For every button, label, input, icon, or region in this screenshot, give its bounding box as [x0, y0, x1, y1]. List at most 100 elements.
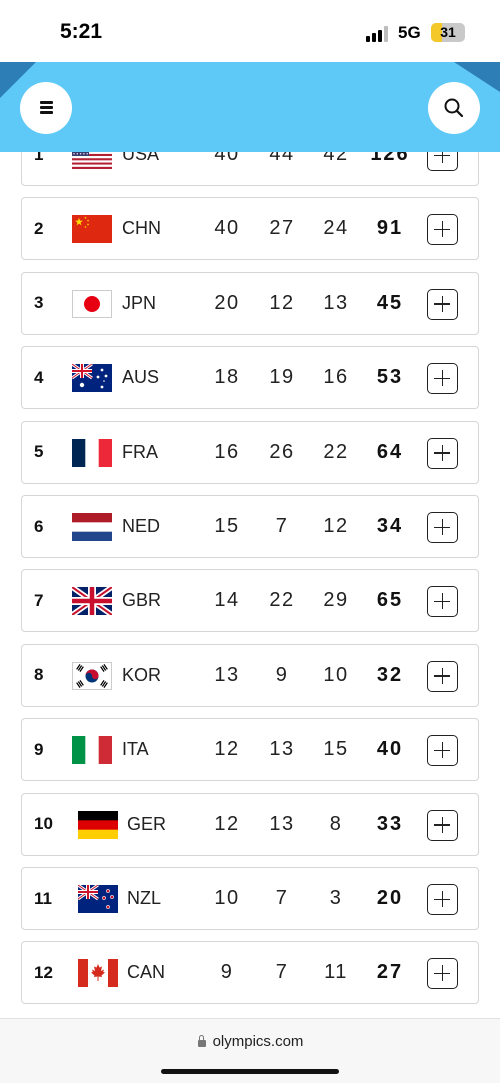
canada-flag-icon: [78, 959, 118, 988]
total-count: 53: [376, 366, 404, 389]
expand-row-button[interactable]: [427, 735, 458, 767]
expand-row-button[interactable]: [427, 586, 458, 618]
total-count: 40: [376, 738, 404, 761]
gold-count: 12: [214, 738, 240, 761]
bronze-count: 12: [323, 515, 349, 537]
table-row: 4 AUS 18 19 16 53: [21, 346, 479, 410]
table-row: 7 GBR 14 22 29 65: [21, 569, 479, 633]
bronze-count: 13: [323, 291, 349, 314]
italy-flag-icon: [72, 736, 112, 765]
network-type: 5G: [398, 23, 421, 42]
country-code: USA: [122, 152, 160, 164]
gold-count: 14: [214, 589, 240, 612]
france-flag-icon: [72, 438, 112, 467]
country-code: JPN: [122, 292, 157, 313]
bronze-count: 3: [329, 887, 343, 909]
battery-icon: 31: [431, 23, 465, 42]
rank-number: 4: [34, 367, 44, 387]
lock-icon: [197, 1035, 207, 1047]
expand-row-button[interactable]: [427, 214, 458, 246]
silver-count: 44: [269, 152, 295, 165]
country-code: NZL: [127, 888, 162, 908]
silver-count: 19: [269, 366, 295, 389]
great-britain-flag-icon: [72, 587, 112, 616]
expand-row-button[interactable]: [427, 288, 458, 320]
bronze-count: 22: [323, 440, 349, 463]
cellular-signal-icon: [366, 26, 390, 42]
status-bar: 5:21 5G 31: [0, 0, 500, 62]
silver-count: 13: [269, 738, 295, 761]
site-header: [0, 62, 500, 152]
search-icon: [444, 98, 464, 118]
gold-count: 10: [214, 887, 240, 909]
silver-count: 7: [275, 887, 289, 909]
bronze-count: 42: [323, 152, 349, 165]
rank-number: 9: [34, 739, 44, 759]
country-code: CHN: [122, 218, 161, 239]
total-count: 33: [376, 812, 404, 835]
netherlands-flag-icon: [72, 513, 112, 541]
silver-count: 13: [269, 812, 295, 835]
total-count: 91: [376, 217, 404, 240]
rank-number: 11: [34, 888, 52, 908]
japan-flag-icon: [72, 289, 112, 318]
gold-count: 16: [214, 440, 240, 463]
bronze-count: 10: [323, 663, 349, 686]
rank-number: 8: [34, 665, 44, 685]
germany-flag-icon: [78, 810, 118, 839]
total-count: 45: [376, 291, 404, 314]
new-zealand-flag-icon: [78, 885, 118, 913]
country-code: ITA: [122, 739, 149, 760]
expand-row-button[interactable]: [427, 152, 458, 171]
country-code: GBR: [122, 590, 162, 611]
china-flag-icon: [72, 215, 112, 244]
country-code: KOR: [122, 664, 162, 685]
total-count: 27: [376, 961, 404, 984]
expand-row-button[interactable]: [427, 660, 458, 692]
gold-count: 9: [220, 961, 234, 984]
bronze-count: 8: [329, 812, 343, 835]
table-row: 11 NZL 10 7 3 20: [21, 867, 479, 930]
expand-row-button[interactable]: [427, 958, 458, 990]
table-row: 10 GER 12 13 8 33: [21, 792, 479, 856]
silver-count: 7: [275, 515, 289, 537]
total-count: 32: [376, 663, 404, 686]
silver-count: 26: [269, 440, 295, 463]
expand-row-button[interactable]: [427, 884, 458, 915]
search-button[interactable]: [428, 82, 480, 134]
gold-count: 18: [214, 366, 240, 389]
url-text: olympics.com: [212, 1033, 304, 1050]
rank-number: 12: [34, 962, 53, 982]
usa-flag-icon: [72, 152, 112, 169]
country-code: NED: [122, 516, 161, 536]
home-indicator[interactable]: [161, 1069, 339, 1074]
hamburger-menu-icon: [40, 101, 53, 114]
bronze-count: 24: [323, 217, 349, 240]
expand-row-button[interactable]: [427, 809, 458, 841]
browser-bottom-bar: olympics.com: [0, 1018, 500, 1083]
menu-button[interactable]: [20, 82, 72, 134]
rank-number: 3: [34, 293, 44, 313]
expand-row-button[interactable]: [427, 363, 458, 395]
expand-row-button[interactable]: [427, 512, 458, 543]
table-row: 1 USA 40 44 42 126: [21, 152, 479, 186]
table-row: 8 KOR 13 9 10 32: [21, 643, 479, 707]
total-count: 34: [376, 515, 404, 537]
table-row: 6 NED 15 7 12 34: [21, 495, 479, 558]
rank-number: 6: [34, 516, 44, 536]
bronze-count: 16: [323, 366, 349, 389]
bronze-count: 29: [323, 589, 349, 612]
table-row: 12 CAN 9 7 11 27: [21, 941, 479, 1005]
rank-number: 2: [34, 218, 44, 238]
battery-percent: 31: [440, 24, 456, 40]
expand-row-button[interactable]: [427, 437, 458, 469]
total-count: 64: [376, 440, 404, 463]
table-row: 3 JPN 20 12 13 45: [21, 271, 479, 335]
korea-flag-icon: [72, 661, 112, 690]
gold-count: 15: [214, 515, 240, 537]
silver-count: 22: [269, 589, 295, 612]
gold-count: 20: [214, 291, 240, 314]
medal-table: 1 USA 40 44 42 126 2 CHN 40 27 24 91 3 JPN 20 12 13 45 4 AU…: [0, 152, 500, 1018]
address-bar[interactable]: olympics.com: [0, 1033, 500, 1050]
status-time: 5:21: [60, 20, 103, 43]
